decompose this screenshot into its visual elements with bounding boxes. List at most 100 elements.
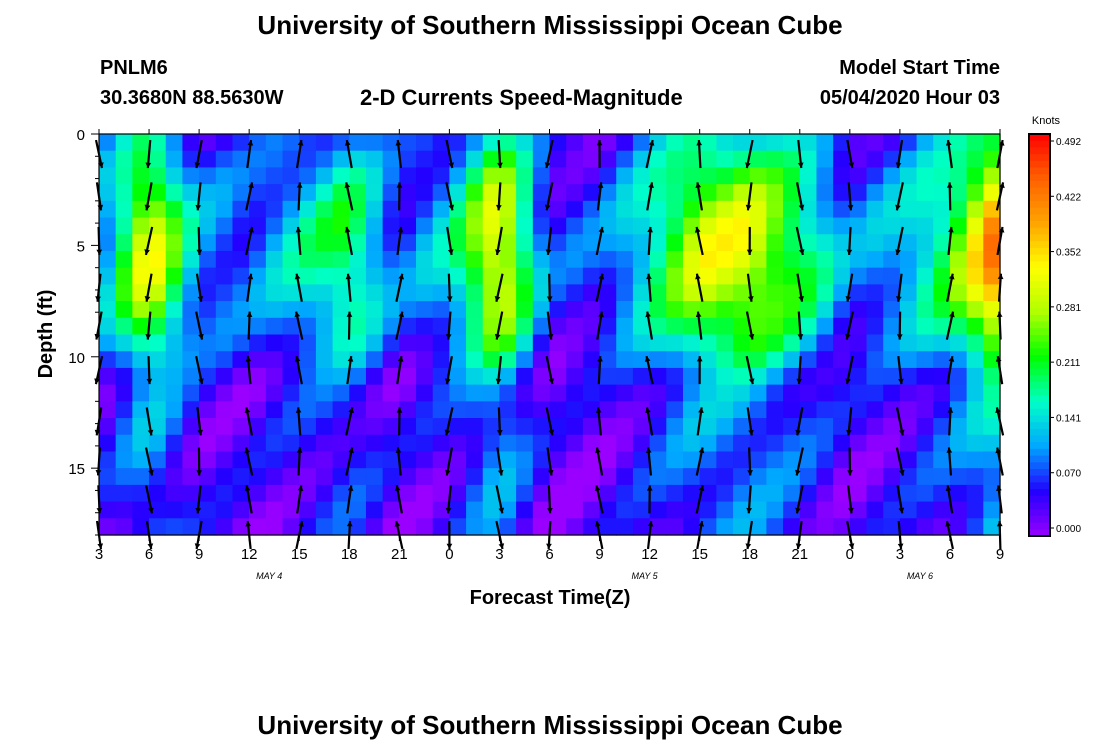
heatmap-cell [416, 367, 434, 386]
heatmap-cell [966, 200, 984, 219]
heatmap-cell [883, 284, 901, 302]
heatmap-cell [983, 418, 1001, 436]
heatmap-cell [165, 150, 184, 169]
heatmap-cell [349, 167, 367, 185]
heatmap-cell [349, 434, 367, 453]
current-arrow [945, 485, 954, 514]
station-id: PNLM6 [100, 57, 168, 79]
heatmap-cell [165, 401, 184, 419]
heatmap-cell [783, 134, 801, 152]
heatmap-cell [365, 200, 384, 219]
heatmap-cell [883, 317, 901, 336]
heatmap-cell [265, 284, 284, 302]
colorbar-step [1029, 368, 1050, 376]
heatmap-cell [933, 200, 951, 219]
heatmap-cell [783, 250, 801, 269]
heatmap-cell [733, 184, 751, 202]
heatmap-cell [365, 150, 384, 169]
heatmap-cell [549, 250, 567, 269]
heatmap-cell [649, 200, 667, 219]
heatmap-cell [949, 418, 968, 436]
heatmap-cell [416, 451, 434, 469]
heatmap-cell [249, 501, 267, 519]
heatmap-cell [365, 250, 384, 269]
heatmap-cell [532, 501, 551, 519]
heatmap-cell [182, 434, 200, 453]
heatmap-cell [99, 134, 117, 152]
heatmap-cell [632, 334, 651, 352]
heatmap-cell [682, 301, 701, 319]
current-arrow [196, 407, 204, 436]
heatmap-cell [883, 418, 901, 436]
heatmap-cell [165, 367, 184, 386]
current-arrow [795, 407, 804, 436]
heatmap-cell [499, 401, 517, 419]
heatmap-cell [799, 384, 818, 402]
heatmap-cell [399, 351, 417, 369]
heatmap-cell [532, 418, 551, 436]
heatmap-cell [766, 301, 784, 319]
heatmap-cell [966, 468, 984, 486]
heatmap-cell [716, 301, 734, 319]
heatmap-cell [766, 184, 784, 202]
heatmap-cell [666, 250, 684, 269]
heatmap-cell [249, 217, 267, 235]
heatmap-cell [933, 301, 951, 319]
colorbar-step [1029, 321, 1050, 329]
heatmap-cell [182, 317, 200, 336]
heatmap-cell [249, 234, 267, 252]
current-arrow [596, 182, 604, 211]
heatmap-cell [165, 134, 184, 152]
heatmap-cell [365, 401, 384, 419]
heatmap-cell [749, 284, 768, 302]
heatmap-cell [699, 301, 717, 319]
heatmap-cell [165, 217, 184, 235]
heatmap-cell [966, 351, 984, 369]
x-tick-label: 9 [996, 546, 1004, 563]
x-tick-label: 0 [846, 546, 854, 563]
heatmap-cell [783, 501, 801, 519]
heatmap-cell [966, 284, 984, 302]
heatmap-cell [733, 234, 751, 252]
heatmap-cell [749, 267, 768, 285]
heatmap-cell [249, 267, 267, 285]
heatmap-cell [833, 484, 851, 503]
heatmap-cell [566, 301, 584, 319]
heatmap-cell [699, 451, 717, 469]
heatmap-cell [916, 434, 934, 453]
heatmap-cell [849, 284, 868, 302]
colorbar-step [1029, 134, 1050, 142]
heatmap-cell [332, 484, 350, 503]
heatmap-cell [482, 468, 501, 486]
colorbar-step [1029, 301, 1050, 309]
heatmap-cell [883, 234, 901, 252]
colorbar-step [1029, 140, 1050, 148]
heatmap-cell [232, 351, 250, 369]
heatmap-cell [582, 367, 601, 386]
heatmap-cell [582, 200, 601, 219]
heatmap-cell [966, 401, 984, 419]
heatmap-cell [816, 301, 834, 319]
heatmap-cell [332, 284, 350, 302]
heatmap-cell [883, 150, 901, 169]
current-arrow [494, 311, 504, 340]
heatmap-cell [499, 468, 517, 486]
current-arrow [747, 447, 753, 476]
heatmap-cell [749, 351, 768, 369]
heatmap-cell [499, 250, 517, 269]
heatmap-cell [499, 267, 517, 285]
current-arrow [896, 485, 905, 514]
heatmap-cell [199, 384, 217, 402]
x-tick-label: 3 [896, 546, 904, 563]
current-arrow [596, 140, 603, 169]
heatmap-cell [499, 418, 517, 436]
heatmap-cell [99, 401, 117, 419]
heatmap-cell [516, 234, 534, 252]
heatmap-cell [149, 384, 167, 402]
current-arrow [496, 182, 502, 211]
heatmap-cell [332, 267, 350, 285]
heatmap-cell [365, 217, 384, 235]
current-arrow [496, 447, 504, 476]
heatmap-cell [766, 434, 784, 453]
heatmap-cell [799, 351, 818, 369]
